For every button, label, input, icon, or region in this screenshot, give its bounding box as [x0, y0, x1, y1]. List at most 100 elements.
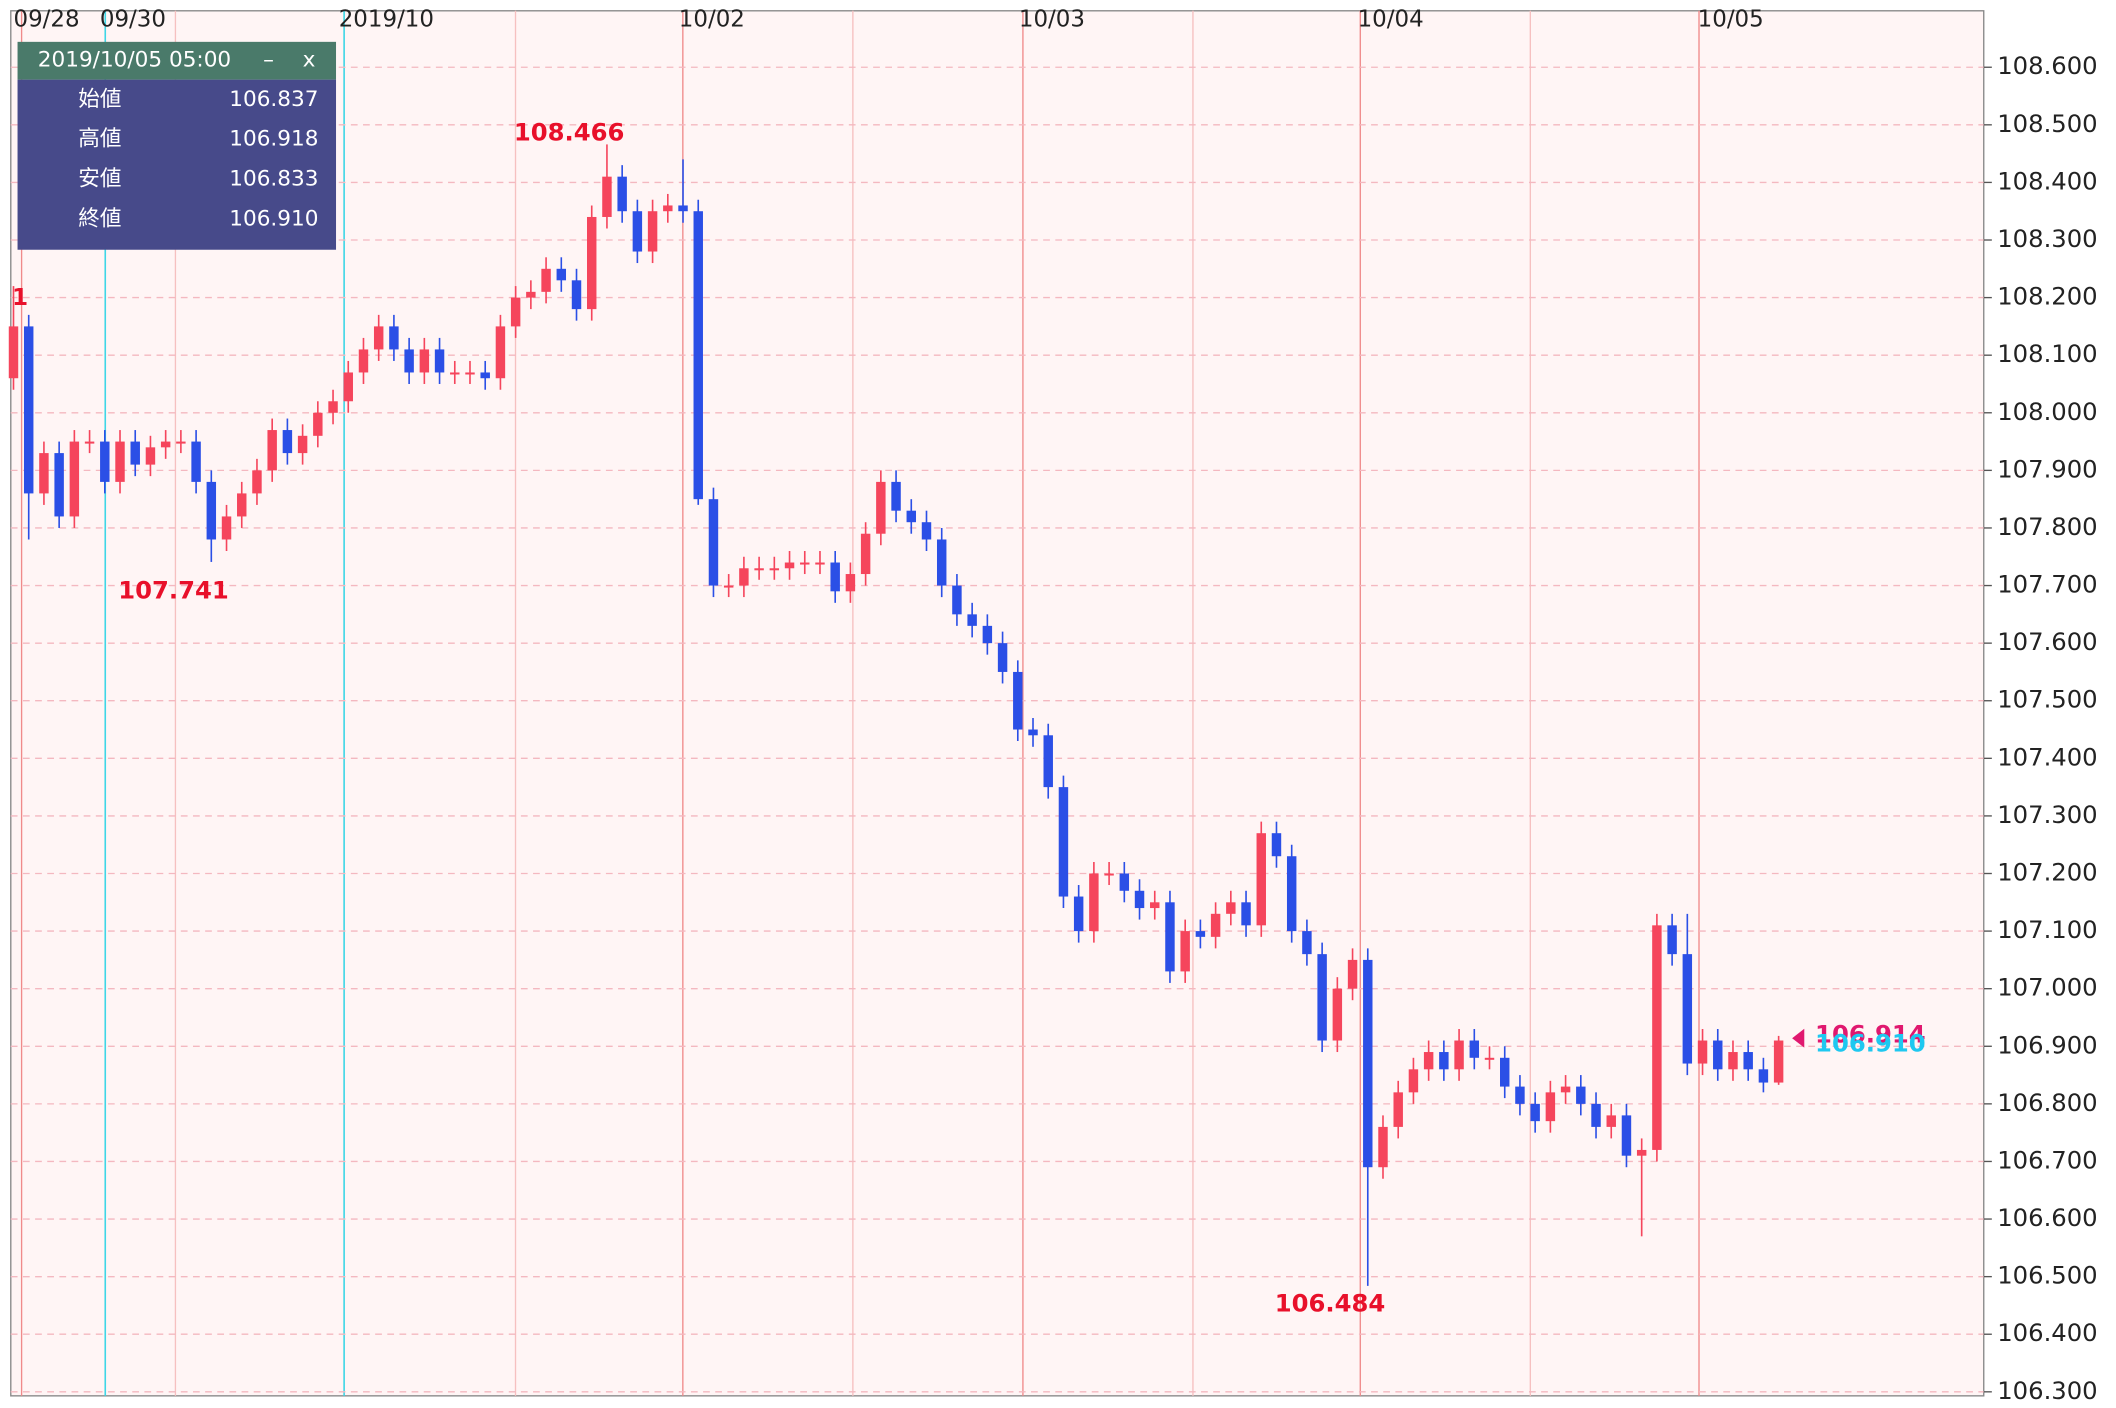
- tooltip-close[interactable]: x: [303, 48, 316, 73]
- candle-body: [1530, 1103, 1540, 1122]
- candle-body: [723, 585, 734, 588]
- candle-body: [1697, 1040, 1708, 1064]
- candle-body: [845, 574, 856, 592]
- candle-body: [495, 326, 506, 379]
- tooltip-row-value: 106.910: [229, 206, 318, 231]
- candle-body: [602, 176, 612, 217]
- y-tick-label: 108.300: [1997, 224, 2097, 253]
- candles: [8, 144, 1784, 1286]
- price-marker: [1792, 1028, 1805, 1048]
- candle-body: [282, 430, 293, 454]
- candle-body: [906, 510, 917, 523]
- extreme-label: 107.741: [118, 576, 229, 605]
- x-tick-label: 10/02: [679, 7, 745, 33]
- y-tick-label: 106.900: [1997, 1030, 2097, 1059]
- candle-body: [450, 372, 460, 375]
- y-tick-label: 107.600: [1997, 627, 2097, 656]
- y-tick-label: 107.400: [1997, 742, 2097, 771]
- candle-body: [297, 435, 308, 454]
- candle-body: [1150, 902, 1160, 909]
- candle-body: [1500, 1057, 1510, 1087]
- y-tick-label: 107.300: [1997, 800, 2097, 829]
- candle-body: [1773, 1040, 1784, 1083]
- extreme-label: 108.466: [514, 118, 625, 147]
- candle-body: [1439, 1052, 1449, 1070]
- x-tick-label: 10/03: [1019, 7, 1085, 33]
- price-label: 106.914: [1815, 1020, 1926, 1049]
- candle-body: [1089, 873, 1099, 932]
- y-tick-label: 106.800: [1997, 1088, 2097, 1117]
- candle-body: [1332, 988, 1343, 1041]
- x-tick-label: 2019/10: [339, 7, 434, 33]
- candle-body: [769, 568, 780, 571]
- candle-body: [1119, 873, 1130, 891]
- y-tick-label: 108.600: [1997, 51, 2097, 80]
- candle-body: [1576, 1086, 1586, 1104]
- candle-body: [647, 211, 658, 252]
- candle-body: [419, 349, 430, 373]
- candle-body: [1682, 954, 1693, 1064]
- candle-body: [982, 625, 993, 644]
- candle-body: [221, 516, 232, 540]
- y-tick-label: 106.700: [1997, 1145, 2097, 1174]
- y-tick-label: 107.700: [1997, 570, 2097, 599]
- candle-body: [1286, 856, 1297, 932]
- tooltip-minimize[interactable]: –: [263, 48, 274, 73]
- y-tick-label: 106.300: [1997, 1376, 2097, 1405]
- candle-body: [587, 216, 597, 310]
- tooltip-header: [17, 41, 337, 80]
- candle-body: [1743, 1052, 1753, 1070]
- y-tick-label: 107.800: [1997, 512, 2097, 541]
- candle-body: [1013, 671, 1023, 730]
- candle-body: [997, 643, 1008, 672]
- candle-body: [404, 349, 414, 373]
- candle-body: [1469, 1040, 1480, 1058]
- y-tick-label: 106.500: [1997, 1261, 2097, 1290]
- candle-body: [876, 481, 886, 534]
- candle-body: [571, 280, 582, 310]
- candle-body: [343, 372, 353, 402]
- candle-body: [617, 176, 627, 212]
- y-tick-label: 106.400: [1997, 1318, 2097, 1347]
- tooltip-datetime: 2019/10/05 05:00: [38, 48, 231, 73]
- candle-body: [1226, 902, 1236, 914]
- plot-area: [10, 10, 1985, 1397]
- candle-body: [1256, 833, 1266, 926]
- price-label: 106.910: [1815, 1029, 1926, 1058]
- candle-body: [313, 412, 323, 436]
- x-tick-label: 10/05: [1698, 7, 1764, 33]
- candle-body: [510, 297, 521, 327]
- candle-body: [480, 372, 490, 379]
- edge-label: 1: [12, 285, 28, 311]
- tooltip-row-value: 106.837: [229, 87, 318, 112]
- candle-body: [1302, 931, 1312, 955]
- candle-body: [1636, 1149, 1647, 1156]
- candle-body: [145, 447, 156, 465]
- candle-body: [160, 441, 171, 448]
- candle-body: [1393, 1092, 1403, 1127]
- candle-body: [1606, 1115, 1616, 1127]
- candle-body: [1758, 1069, 1769, 1083]
- candle-body: [1134, 890, 1145, 909]
- candle-body: [632, 211, 643, 252]
- candle-body: [328, 401, 338, 413]
- candle-body: [1560, 1086, 1571, 1093]
- candle-body: [8, 326, 19, 379]
- candle-body: [800, 562, 810, 565]
- tooltip-row-label: 終値: [78, 206, 121, 231]
- y-tick-label: 108.400: [1997, 166, 2097, 195]
- candle-body: [267, 430, 277, 471]
- candle-body: [678, 205, 688, 212]
- candle-body: [1621, 1115, 1632, 1156]
- candle-body: [465, 372, 475, 375]
- candle-body: [526, 291, 536, 298]
- candle-body: [1484, 1057, 1495, 1060]
- candle-body: [1408, 1069, 1419, 1093]
- candle-body: [1058, 787, 1069, 897]
- candle-body: [1652, 925, 1662, 1150]
- y-tick-label: 108.000: [1997, 397, 2097, 426]
- candle-body: [754, 568, 764, 571]
- candle-body: [936, 539, 947, 586]
- candle-body: [130, 441, 140, 465]
